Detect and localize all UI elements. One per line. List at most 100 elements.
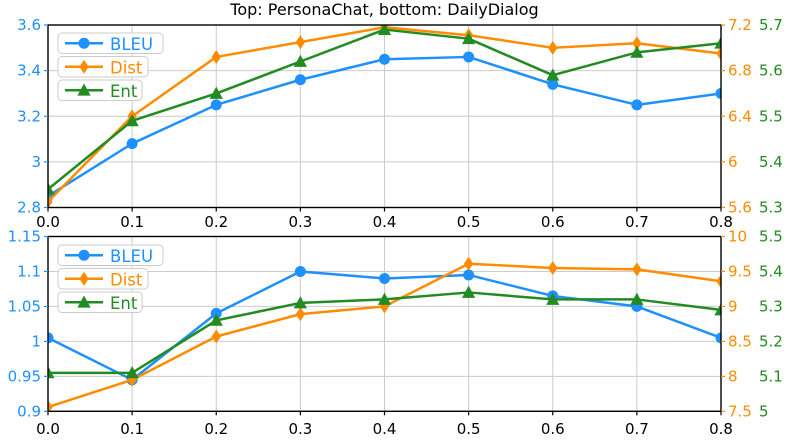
ent-marker [714,303,721,316]
dist-marker [548,260,558,275]
legend-label: Ent [110,82,138,101]
ent-marker [48,182,55,195]
right-orange-axis-tick-label: 8 [728,367,738,385]
dist-marker [48,194,53,208]
legend-circle-icon [78,37,90,49]
bleu-marker [379,53,390,65]
series-ent [48,25,721,195]
left-axis-tick-label: 2.8 [17,199,41,217]
right-orange-axis-tick-label: 6.4 [728,107,752,125]
ent-marker [209,313,223,326]
legend-item-ent: Ent [57,291,143,313]
legend-diamond-icon [79,59,89,74]
ent-marker [546,68,560,81]
right-orange-axis-tick-label: 5.6 [728,199,752,217]
right-orange-axis-tick-label: 10 [728,228,747,246]
legend-label: BLEU [110,247,153,266]
right-green-axis-tick-label: 5.5 [759,228,783,246]
dist-marker [548,40,558,55]
legend-diamond-icon [79,271,89,286]
bleu-marker [294,74,306,86]
left-axis-tick-label: 1.15 [8,228,41,246]
right-green-axis-tick-label: 5.4 [759,262,783,280]
legend-item-dist: Dist [57,268,149,290]
ent-marker [209,86,223,99]
right-orange-axis-tick-label: 6 [728,153,738,171]
dist-marker [295,35,306,50]
series-ent [48,285,721,379]
bleu-marker [379,272,390,284]
ent-marker [293,54,307,67]
bleu-marker [547,78,559,90]
right-orange-axis-tick-label: 7.2 [728,16,752,34]
dist-marker [716,46,721,61]
bleu-marker [210,99,222,111]
left-axis-tick-label: 1.05 [8,297,41,315]
right-green-axis-tick-label: 5.7 [759,16,783,34]
bleu-marker [48,332,54,344]
legend-label: Dist [110,58,143,77]
right-green-axis-tick-label: 5.3 [759,199,783,217]
ent-marker [125,366,139,379]
right-green-axis-tick-label: 5.5 [759,107,783,125]
x-axis-tick-label: 0.8 [709,213,733,231]
ent-marker [462,285,476,298]
x-axis-tick-label: 0.6 [541,420,565,438]
ent-marker [546,292,560,305]
ent-marker [125,114,139,127]
dist-marker [295,307,306,322]
bleu-marker [463,269,475,281]
left-axis-tick-label: 0.9 [17,402,41,420]
x-axis-tick-label: 0.4 [373,213,397,231]
dist-marker [716,274,721,289]
x-axis-tick-label: 0.8 [709,420,733,438]
bleu-marker [631,99,643,111]
ent-marker [377,292,392,305]
left-axis-tick-label: 3.6 [17,16,41,34]
dist-marker [632,36,642,51]
dist-marker [211,49,221,64]
dist-marker [211,329,221,344]
left-axis-tick-label: 3 [31,153,41,171]
dist-marker [632,262,642,277]
dist-marker [127,372,137,387]
bleu-marker [126,138,138,150]
ent-marker [48,366,55,379]
x-axis-tick-label: 0.7 [625,420,649,438]
x-axis-tick-label: 0.3 [288,213,312,231]
x-axis-tick-label: 0.1 [120,420,144,438]
left-axis-tick-label: 1.1 [17,262,41,280]
ent-marker [462,31,476,45]
x-axis-tick-label: 0.1 [120,213,144,231]
x-axis-tick-label: 0.3 [288,420,312,438]
right-orange-axis-tick-label: 7.5 [728,402,752,420]
right-green-axis-tick-label: 5.4 [759,153,783,171]
bleu-marker [715,87,721,99]
right-green-axis-tick-label: 5.1 [759,367,783,385]
legend-label: Dist [110,270,143,289]
right-orange-axis-tick-label: 6.8 [728,62,752,80]
left-axis-tick-label: 0.95 [8,367,41,385]
legend-triangle-icon [77,83,91,96]
x-axis-tick-label: 0.5 [457,420,481,438]
legend-item-dist: Dist [57,56,149,78]
legend-circle-icon [78,249,90,261]
ent-marker [714,36,721,49]
x-axis-tick-label: 0.4 [373,420,397,438]
right-orange-axis-tick-label: 9 [728,297,738,315]
right-orange-axis-tick-label: 8.5 [728,332,752,350]
ent-marker [293,296,307,309]
left-axis-tick-label: 3.2 [17,107,41,125]
bleu-marker [210,307,222,319]
x-axis-tick-label: 0.2 [204,213,228,231]
chart-title: Top: PersonaChat, bottom: DailyDialog [230,0,539,19]
legend-label: BLEU [110,35,153,54]
legend-item-bleu: BLEU [57,32,164,54]
legend-item-ent: Ent [57,79,143,101]
x-axis-tick-label: 0.2 [204,420,228,438]
x-axis-tick-label: 0.6 [541,213,565,231]
bleu-marker [294,265,306,277]
bleu-marker [715,332,721,344]
